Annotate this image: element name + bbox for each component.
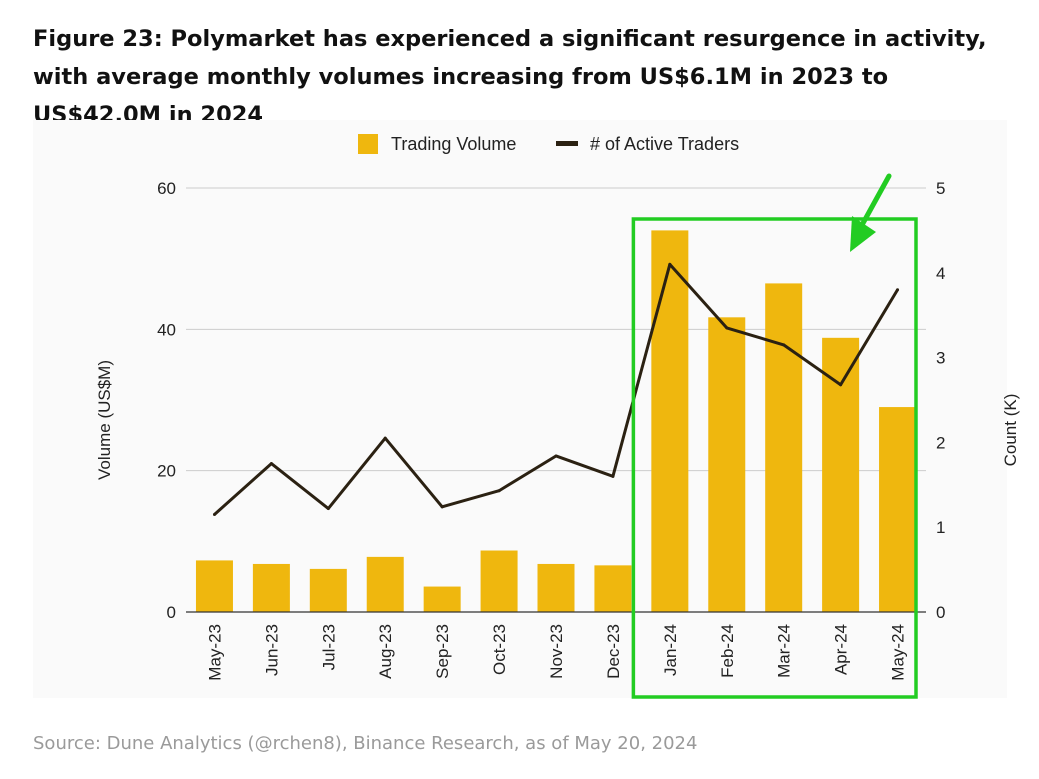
bar-mar-24 [765, 283, 803, 612]
bar-may-23 [195, 560, 233, 612]
bar-feb-24 [708, 317, 746, 612]
x-tick-label: Feb-24 [718, 624, 737, 678]
legend-swatch-trading-volume [358, 134, 378, 154]
bar-aug-23 [366, 556, 404, 612]
y2-tick-label: 2 [936, 433, 945, 452]
active-traders-point [668, 262, 672, 266]
y-axis-title: Volume (US$M) [95, 360, 114, 480]
active-traders-point [326, 507, 330, 511]
active-traders-point [269, 462, 273, 466]
x-tick-label: Apr-24 [832, 624, 851, 675]
x-tick-label: May-23 [205, 624, 224, 681]
active-traders-point [725, 326, 729, 330]
active-traders-point [497, 489, 501, 493]
bar-jan-24 [651, 230, 689, 612]
bar-nov-23 [537, 563, 575, 612]
x-tick-label: Jan-24 [661, 624, 680, 676]
x-tick-label: Aug-23 [376, 624, 395, 679]
y2-tick-label: 3 [936, 349, 945, 368]
source-note: Source: Dune Analytics (@rchen8), Binanc… [33, 733, 698, 754]
y2-tick-label: 5 [936, 179, 945, 198]
y2-tick-label: 0 [936, 603, 945, 622]
bar-jul-23 [309, 568, 347, 612]
highlight-box [631, 217, 918, 699]
y2-axis-title: Count (K) [1001, 394, 1020, 467]
y-tick-label: 0 [167, 603, 176, 622]
active-traders-point [440, 505, 444, 509]
x-tick-label: Dec-23 [604, 624, 623, 679]
x-tick-label: Sep-23 [433, 624, 452, 679]
y-tick-label: 20 [157, 462, 176, 481]
x-tick-label: Jul-23 [319, 624, 338, 670]
active-traders-point [383, 436, 387, 440]
x-tick-label: Jun-23 [262, 624, 281, 676]
figure-title: Figure 23: Polymarket has experienced a … [33, 26, 987, 128]
legend-label-active-traders: # of Active Traders [590, 134, 739, 154]
bar-sep-23 [423, 586, 461, 612]
active-traders-point [896, 288, 900, 292]
bar-may-24 [879, 407, 917, 612]
active-traders-point [554, 454, 558, 458]
x-tick-label: Mar-24 [775, 624, 794, 678]
legend-swatch-active-traders [556, 141, 578, 146]
y-tick-label: 60 [157, 179, 176, 198]
bar-dec-23 [594, 565, 632, 612]
y2-tick-label: 4 [936, 264, 945, 283]
active-traders-point [782, 343, 786, 347]
bar-jun-23 [252, 563, 290, 612]
arrow-shaft [859, 173, 892, 228]
y-tick-label: 40 [157, 320, 176, 339]
y2-tick-label: 1 [936, 518, 945, 537]
x-tick-label: May-24 [889, 624, 908, 681]
bar-oct-23 [480, 550, 518, 612]
active-traders-point [839, 383, 843, 387]
active-traders-point [611, 474, 615, 478]
arrow-head [850, 216, 876, 252]
active-traders-point [212, 512, 216, 516]
x-tick-label: Oct-23 [490, 624, 509, 675]
x-tick-label: Nov-23 [547, 624, 566, 679]
bar-apr-24 [822, 337, 860, 612]
legend-label-trading-volume: Trading Volume [391, 134, 516, 154]
